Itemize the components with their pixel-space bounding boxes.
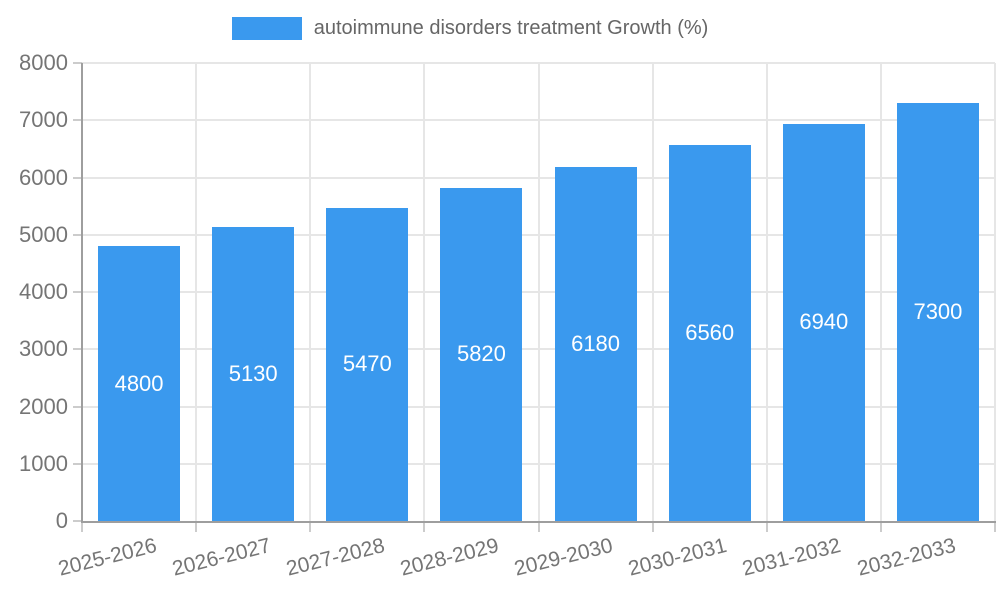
bar[interactable]: 6940: [782, 123, 865, 521]
v-gridline: [537, 63, 540, 521]
v-gridline: [994, 63, 996, 521]
y-axis-tick: [73, 520, 82, 522]
bar[interactable]: 6560: [668, 145, 751, 521]
x-tick-label: 2025-2026: [55, 534, 159, 581]
x-tick-label: 2032-2033: [854, 534, 958, 581]
x-axis-tick: [423, 521, 426, 532]
x-axis-line: [81, 521, 996, 523]
v-gridline: [309, 63, 312, 521]
bar[interactable]: 6180: [554, 167, 637, 521]
y-tick-label: 0: [55, 508, 68, 533]
bar-value-label: 5470: [342, 351, 392, 377]
bar[interactable]: 4800: [98, 246, 181, 521]
x-axis-tick: [195, 521, 198, 532]
x-axis-tick: [537, 521, 540, 532]
bar-value-label: 5820: [456, 341, 506, 367]
bar-value-label: 4800: [114, 370, 164, 396]
y-axis-tick: [73, 176, 82, 179]
y-tick-label: 6000: [19, 164, 68, 190]
bar[interactable]: 5820: [440, 187, 523, 521]
x-tick-label: 2031-2032: [740, 534, 844, 581]
bar[interactable]: 5130: [212, 227, 295, 521]
x-axis-tick: [765, 521, 768, 532]
x-tick-label: 2030-2031: [626, 534, 730, 581]
y-axis-line: [81, 63, 83, 523]
v-gridline: [879, 63, 882, 521]
x-tick-label: 2026-2027: [169, 534, 273, 581]
y-tick-label: 8000: [19, 50, 68, 75]
bar-value-label: 7300: [913, 299, 963, 325]
y-tick-label: 1000: [19, 450, 68, 476]
y-axis-tick: [73, 291, 82, 293]
bar-value-label: 6560: [685, 320, 735, 346]
y-axis-tick: [73, 233, 82, 236]
x-axis-tick: [879, 521, 882, 532]
v-gridline: [765, 63, 768, 521]
bar[interactable]: 7300: [896, 103, 979, 521]
y-axis-tick: [73, 119, 82, 122]
y-tick-label: 2000: [19, 393, 68, 419]
legend-label: autoimmune disorders treatment Growth (%…: [313, 17, 709, 39]
y-axis-tick: [73, 62, 82, 64]
y-tick-label: 5000: [19, 221, 68, 247]
x-axis-tick: [994, 521, 996, 532]
legend-swatch: [231, 17, 302, 40]
bar-value-label: 5130: [228, 361, 278, 387]
x-axis-tick: [81, 521, 83, 532]
x-axis-tick: [651, 521, 654, 532]
y-tick-label: 3000: [19, 336, 68, 362]
bar-value-label: 6180: [571, 331, 621, 357]
x-tick-label: 2029-2030: [512, 534, 616, 581]
legend-item[interactable]: autoimmune disorders treatment Growth (%…: [0, 17, 940, 40]
bar-value-label: 6940: [799, 309, 849, 335]
x-axis-tick: [309, 521, 312, 532]
v-gridline: [423, 63, 426, 521]
y-axis-tick: [73, 462, 82, 465]
y-axis-tick: [73, 348, 82, 351]
y-tick-label: 4000: [19, 279, 68, 304]
y-tick-label: 7000: [19, 107, 68, 133]
v-gridline: [651, 63, 654, 521]
v-gridline: [195, 63, 198, 521]
x-tick-label: 2027-2028: [283, 534, 387, 581]
bar[interactable]: 5470: [326, 207, 409, 521]
y-axis-tick: [73, 405, 82, 408]
x-tick-label: 2028-2029: [397, 534, 502, 581]
